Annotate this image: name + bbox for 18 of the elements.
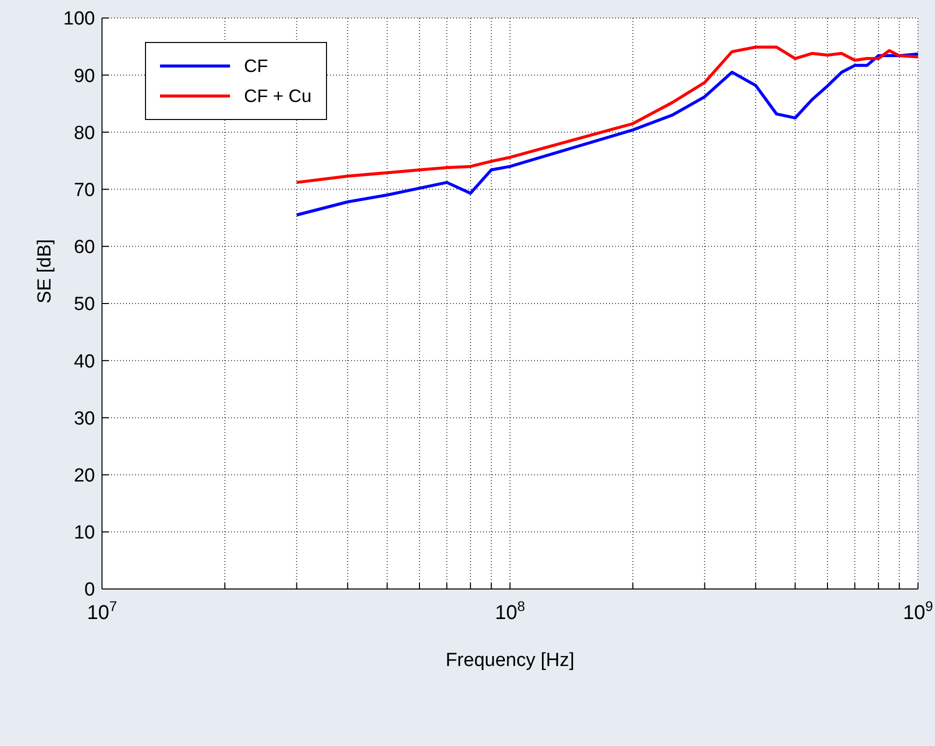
x-tick-label: 10$^{9}$ [902, 598, 934, 624]
x-axis-title: Frequency [Hz] [446, 650, 574, 671]
y-tick-label: 10 [74, 522, 95, 544]
y-tick-label: 80 [74, 122, 95, 144]
x-tick-label: 10$^{7}$ [86, 598, 118, 624]
y-tick-label: 0 [84, 580, 95, 601]
y-axis-title: SE [dB] [34, 239, 56, 304]
legend-label: CF + Cu [244, 86, 312, 106]
y-tick-label: 60 [74, 237, 95, 258]
y-tick-label: 50 [74, 294, 95, 316]
y-tick-label: 30 [74, 408, 95, 430]
y-tick-label: 100 [63, 8, 95, 30]
legend-label: CF [244, 56, 268, 76]
y-tick-label: 20 [74, 466, 95, 487]
x-tick-label: 10$^{8}$ [494, 598, 526, 624]
y-tick-label: 40 [74, 351, 95, 372]
y-tick-label: 70 [74, 180, 95, 202]
y-tick-label: 90 [74, 66, 95, 87]
